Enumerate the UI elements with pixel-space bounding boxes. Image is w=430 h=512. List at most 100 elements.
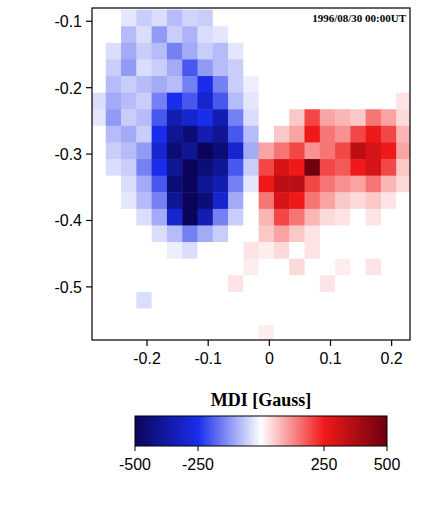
cell	[121, 126, 137, 143]
cell	[320, 259, 336, 276]
cell	[243, 159, 259, 176]
cell	[396, 209, 410, 226]
timestamp: 1996/08/30 00:00UT	[312, 12, 406, 24]
cell	[106, 192, 122, 209]
cell	[152, 126, 168, 143]
plot-background	[92, 8, 410, 340]
cell	[259, 159, 275, 176]
cell	[167, 159, 183, 176]
cell	[106, 242, 122, 259]
cell	[350, 26, 366, 43]
cell	[289, 59, 305, 76]
cell	[197, 76, 213, 93]
cell	[121, 142, 137, 159]
cell	[182, 225, 198, 242]
cell	[350, 259, 366, 276]
cell	[320, 275, 336, 292]
colorbar-tick-label: -500	[119, 456, 151, 473]
cell	[274, 292, 290, 309]
cell	[213, 59, 229, 76]
cell	[320, 308, 336, 325]
cell	[152, 176, 168, 193]
cell	[243, 275, 259, 292]
cell	[335, 308, 351, 325]
cell	[320, 325, 336, 340]
cell	[259, 59, 275, 76]
cell	[213, 43, 229, 60]
cell	[121, 192, 137, 209]
cell	[335, 242, 351, 259]
cell	[289, 159, 305, 176]
cell	[305, 292, 321, 309]
cell	[197, 43, 213, 60]
cell	[213, 259, 229, 276]
cell	[335, 59, 351, 76]
cell	[167, 209, 183, 226]
cell	[213, 109, 229, 126]
cell	[213, 93, 229, 110]
cell	[274, 325, 290, 340]
cell	[243, 26, 259, 43]
cell	[381, 225, 397, 242]
cell	[381, 292, 397, 309]
cell	[167, 126, 183, 143]
cell	[197, 325, 213, 340]
cell	[197, 10, 213, 27]
y-tick	[86, 87, 92, 88]
cell	[320, 59, 336, 76]
cell	[396, 59, 410, 76]
cell	[381, 275, 397, 292]
cell	[274, 10, 290, 27]
cell	[121, 76, 137, 93]
cell	[167, 93, 183, 110]
cell	[152, 325, 168, 340]
cell	[320, 76, 336, 93]
cell	[289, 10, 305, 27]
cell	[350, 209, 366, 226]
cell	[274, 308, 290, 325]
cell	[305, 142, 321, 159]
cell	[106, 26, 122, 43]
y-tick-label: -0.2	[54, 80, 82, 97]
cell	[182, 43, 198, 60]
plot-frame	[92, 8, 410, 340]
y-tick	[86, 153, 92, 154]
cell	[366, 126, 382, 143]
cell	[121, 43, 137, 60]
cell	[197, 292, 213, 309]
cell	[213, 192, 229, 209]
cell	[366, 26, 382, 43]
cell	[92, 325, 106, 340]
cell	[396, 159, 410, 176]
cell	[243, 142, 259, 159]
cell	[152, 159, 168, 176]
cell	[92, 209, 106, 226]
cell	[136, 93, 152, 110]
cell	[243, 93, 259, 110]
cell	[259, 225, 275, 242]
cell	[197, 275, 213, 292]
cell	[167, 259, 183, 276]
cell	[136, 225, 152, 242]
cell	[366, 59, 382, 76]
cell	[350, 142, 366, 159]
cell	[335, 26, 351, 43]
cell	[305, 76, 321, 93]
cell	[92, 109, 106, 126]
cell	[228, 159, 244, 176]
cell	[106, 325, 122, 340]
cell	[274, 59, 290, 76]
cell	[350, 109, 366, 126]
cell	[136, 192, 152, 209]
cell	[213, 225, 229, 242]
cell	[366, 93, 382, 110]
cell	[243, 259, 259, 276]
cell	[106, 159, 122, 176]
cell	[305, 93, 321, 110]
colorbar-tick	[387, 446, 388, 451]
cell	[274, 192, 290, 209]
cell	[182, 59, 198, 76]
cell	[228, 308, 244, 325]
cell	[92, 225, 106, 242]
cell	[136, 259, 152, 276]
